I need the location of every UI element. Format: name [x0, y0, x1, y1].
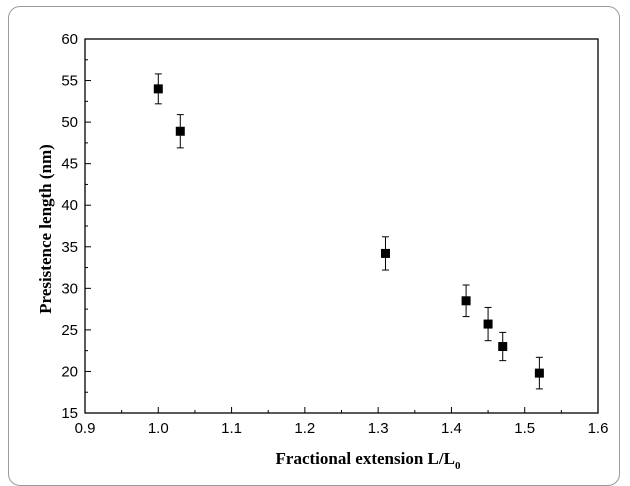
x-tick-label: 1.5	[514, 420, 535, 437]
data-point	[534, 368, 544, 378]
y-tick-label: 30	[61, 280, 78, 297]
y-axis-label: Presistence length (nm)	[36, 144, 55, 314]
x-tick-label: 0.9	[75, 420, 96, 437]
data-point	[498, 342, 508, 352]
scatter-chart: 0.9 1.0 1.1 1.2 1.3 1.4 1.5 1.6 15 20 25 30 35 40 45 50…	[36, 31, 608, 472]
y-tick-label: 15	[61, 405, 78, 422]
x-axis-label: Fractional extension L/L0	[276, 449, 461, 472]
data-point	[461, 296, 471, 306]
x-tick-label: 1.6	[588, 420, 609, 437]
data-point	[175, 126, 185, 136]
y-tick-label: 20	[61, 363, 78, 380]
x-tick-label: 1.2	[294, 420, 315, 437]
y-tick-label: 45	[61, 156, 78, 173]
data-point	[380, 248, 390, 258]
plot-area-border	[84, 38, 599, 414]
x-tick-label: 1.4	[441, 420, 462, 437]
data-point	[153, 84, 163, 94]
data-points	[153, 73, 544, 390]
y-tick-label: 25	[61, 322, 78, 339]
y-tick-label: 40	[61, 197, 78, 214]
x-tick-label: 1.3	[368, 420, 389, 437]
y-tick-label: 50	[61, 114, 78, 131]
y-tick-label: 55	[61, 73, 78, 90]
data-point	[483, 319, 493, 329]
axes	[84, 38, 599, 414]
x-tick-label: 1.0	[148, 420, 169, 437]
x-tick-label: 1.1	[221, 420, 242, 437]
y-tick-label: 35	[61, 239, 78, 256]
ticks: 0.9 1.0 1.1 1.2 1.3 1.4 1.5 1.6 15 20 25 30 35 40 45 50…	[61, 31, 608, 437]
y-tick-label: 60	[61, 31, 78, 48]
